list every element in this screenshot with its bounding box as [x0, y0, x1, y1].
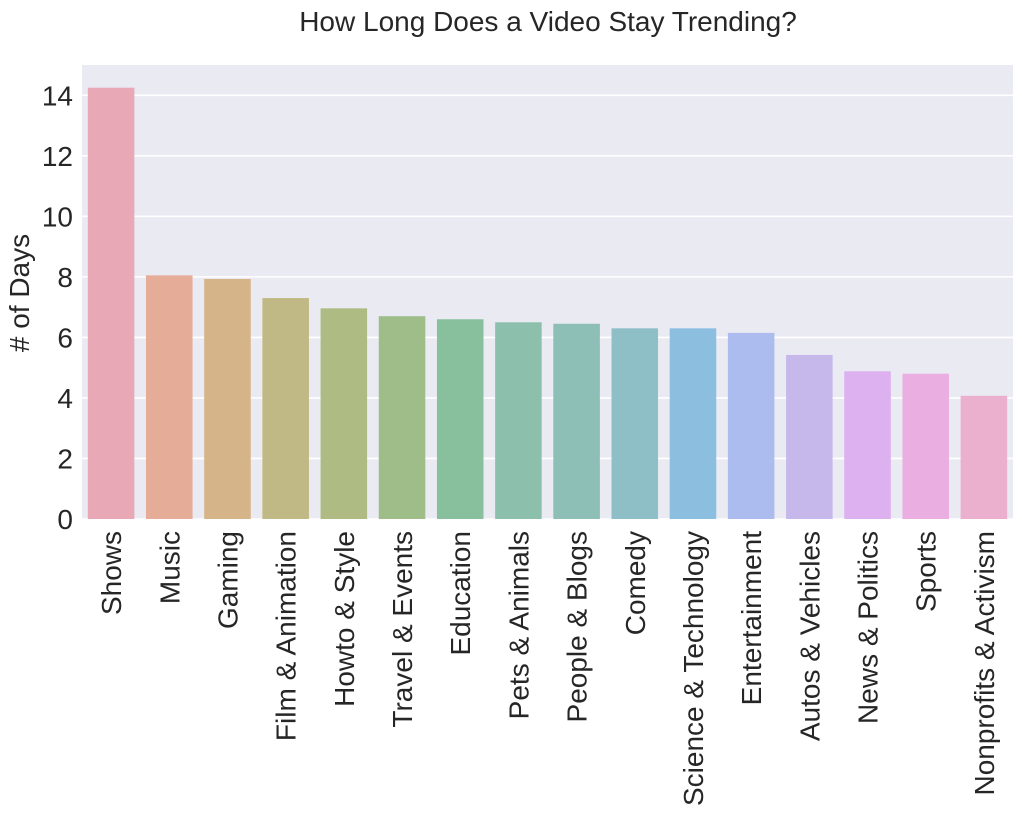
bar	[320, 308, 368, 519]
bar	[204, 278, 251, 519]
x-tick-label: News & Politics	[853, 531, 884, 724]
y-tick-label: 10	[42, 201, 73, 232]
x-tick-label: Sports	[911, 531, 942, 612]
x-tick-label: Education	[445, 531, 476, 656]
y-axis-label: # of Days	[4, 234, 35, 352]
bar	[611, 328, 659, 519]
y-tick-label: 8	[57, 262, 73, 293]
bar	[960, 395, 1008, 519]
bar	[669, 328, 717, 519]
x-axis-ticks: Shows Music Gaming Film & Animation Howto & …	[96, 531, 1000, 806]
chart-title: How Long Does a Video Stay Trending?	[299, 6, 797, 37]
y-tick-label: 6	[57, 322, 73, 353]
bar	[844, 371, 891, 519]
x-tick-label: Gaming	[212, 531, 243, 629]
y-tick-label: 2	[57, 443, 73, 474]
x-tick-label: Music	[154, 531, 185, 604]
y-axis-ticks: 0 2 4 6 8 10 12 14	[42, 80, 73, 535]
x-tick-label: Autos & Vehicles	[794, 531, 825, 741]
bar	[436, 319, 484, 519]
bar	[378, 316, 426, 519]
bar	[902, 373, 949, 519]
x-tick-label: Howto & Style	[329, 531, 360, 707]
y-tick-label: 0	[57, 504, 73, 535]
x-tick-label: Comedy	[620, 531, 651, 635]
x-tick-label: Film & Animation	[271, 531, 302, 741]
x-tick-label: Shows	[96, 531, 127, 615]
x-tick-label: Science & Technology	[678, 531, 709, 806]
y-tick-label: 4	[57, 383, 73, 414]
bar	[87, 87, 135, 519]
bar	[495, 322, 542, 519]
bar	[786, 354, 833, 519]
bar	[262, 298, 309, 519]
bars	[87, 87, 1008, 519]
y-tick-label: 14	[42, 80, 73, 111]
bar	[553, 323, 600, 519]
x-tick-label: Travel & Events	[387, 531, 418, 728]
x-tick-label: Nonprofits & Activism	[969, 531, 1000, 796]
bar	[146, 275, 193, 519]
y-tick-label: 12	[42, 141, 73, 172]
bar	[727, 332, 775, 519]
x-tick-label: Pets & Animals	[503, 531, 534, 719]
x-tick-label: People & Blogs	[562, 531, 593, 722]
x-tick-label: Entertainment	[736, 531, 767, 706]
